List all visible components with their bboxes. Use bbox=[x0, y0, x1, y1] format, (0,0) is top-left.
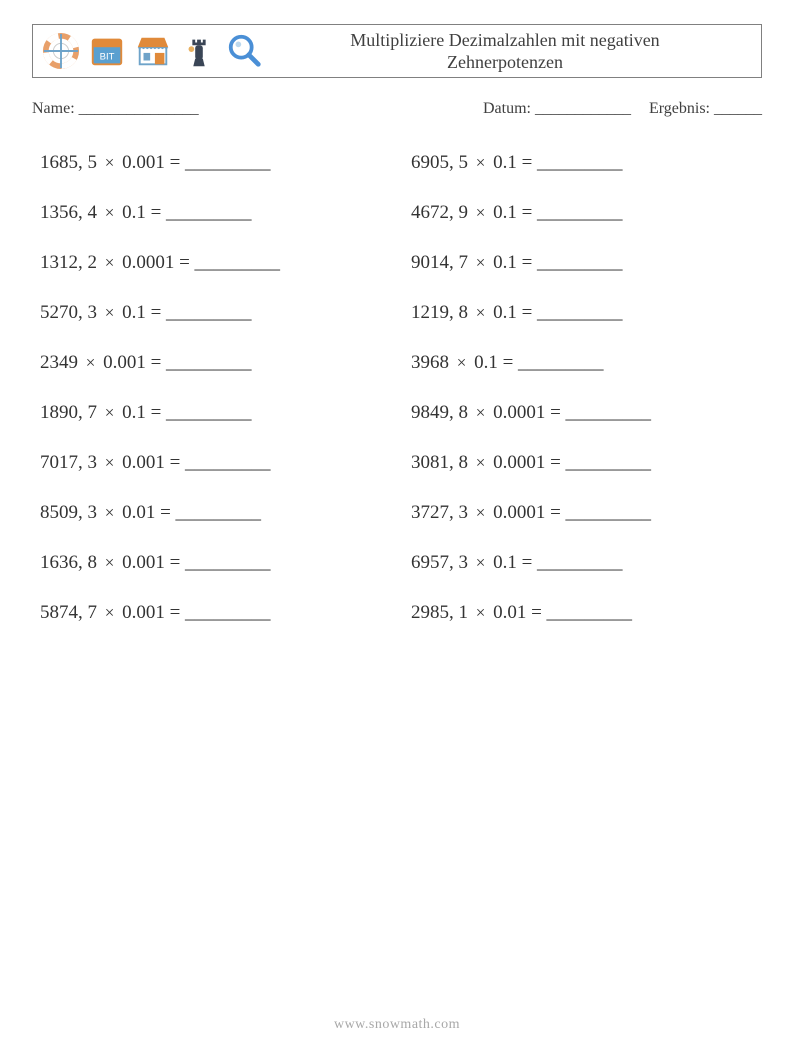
multiply-sign: × bbox=[473, 403, 489, 422]
title-line-2: Zehnerpotenzen bbox=[265, 51, 745, 74]
multiply-sign: × bbox=[102, 603, 118, 622]
multiply-sign: × bbox=[473, 453, 489, 472]
multiply-sign: × bbox=[83, 353, 99, 372]
problem-right-2: 9014, 7 × 0.1 = _________ bbox=[411, 252, 762, 274]
date-field: Datum: ____________ bbox=[483, 100, 631, 118]
multiply-sign: × bbox=[473, 553, 489, 572]
info-row: Name: _______________ Datum: ___________… bbox=[32, 100, 762, 118]
problems-grid: 1685, 5 × 0.001 = _________ 6905, 5 × 0.1… bbox=[32, 152, 762, 624]
worksheet-title: Multipliziere Dezimalzahlen mit negative… bbox=[265, 29, 753, 74]
problem-right-3: 1219, 8 × 0.1 = _________ bbox=[411, 302, 762, 324]
magnifier-icon bbox=[225, 31, 265, 71]
multiply-sign: × bbox=[473, 603, 489, 622]
problem-left-4: 2349 × 0.001 = _________ bbox=[40, 352, 391, 374]
multiply-sign: × bbox=[102, 553, 118, 572]
multiply-sign: × bbox=[473, 153, 489, 172]
svg-text:BIT: BIT bbox=[100, 52, 115, 63]
icon-row: BIT bbox=[41, 31, 265, 71]
problem-left-5: 1890, 7 × 0.1 = _________ bbox=[40, 402, 391, 424]
calendar-icon: BIT bbox=[87, 31, 127, 71]
title-line-1: Multipliziere Dezimalzahlen mit negative… bbox=[265, 29, 745, 52]
problem-left-0: 1685, 5 × 0.001 = _________ bbox=[40, 152, 391, 174]
multiply-sign: × bbox=[102, 453, 118, 472]
problem-left-7: 8509, 3 × 0.01 = _________ bbox=[40, 502, 391, 524]
header-box: BIT bbox=[32, 24, 762, 78]
multiply-sign: × bbox=[102, 153, 118, 172]
multiply-sign: × bbox=[102, 253, 118, 272]
multiply-sign: × bbox=[473, 253, 489, 272]
problem-left-8: 1636, 8 × 0.001 = _________ bbox=[40, 552, 391, 574]
multiply-sign: × bbox=[473, 503, 489, 522]
multiply-sign: × bbox=[102, 403, 118, 422]
problem-left-6: 7017, 3 × 0.001 = _________ bbox=[40, 452, 391, 474]
multiply-sign: × bbox=[473, 203, 489, 222]
multiply-sign: × bbox=[102, 203, 118, 222]
shop-icon bbox=[133, 31, 173, 71]
problem-right-7: 3727, 3 × 0.0001 = _________ bbox=[411, 502, 762, 524]
problem-right-9: 2985, 1 × 0.01 = _________ bbox=[411, 602, 762, 624]
name-field: Name: _______________ bbox=[32, 100, 483, 118]
multiply-sign: × bbox=[454, 353, 470, 372]
problem-right-1: 4672, 9 × 0.1 = _________ bbox=[411, 202, 762, 224]
result-field: Ergebnis: ______ bbox=[649, 100, 762, 118]
multiply-sign: × bbox=[473, 303, 489, 322]
footer-url: www.snowmath.com bbox=[0, 1017, 794, 1033]
problem-left-9: 5874, 7 × 0.001 = _________ bbox=[40, 602, 391, 624]
problem-left-2: 1312, 2 × 0.0001 = _________ bbox=[40, 252, 391, 274]
problem-right-4: 3968 × 0.1 = _________ bbox=[411, 352, 762, 374]
problem-left-3: 5270, 3 × 0.1 = _________ bbox=[40, 302, 391, 324]
chess-icon bbox=[179, 31, 219, 71]
problem-left-1: 1356, 4 × 0.1 = _________ bbox=[40, 202, 391, 224]
multiply-sign: × bbox=[102, 303, 118, 322]
problem-right-5: 9849, 8 × 0.0001 = _________ bbox=[411, 402, 762, 424]
multiply-sign: × bbox=[102, 503, 118, 522]
lifebuoy-icon bbox=[41, 31, 81, 71]
problem-right-6: 3081, 8 × 0.0001 = _________ bbox=[411, 452, 762, 474]
problem-right-0: 6905, 5 × 0.1 = _________ bbox=[411, 152, 762, 174]
problem-right-8: 6957, 3 × 0.1 = _________ bbox=[411, 552, 762, 574]
